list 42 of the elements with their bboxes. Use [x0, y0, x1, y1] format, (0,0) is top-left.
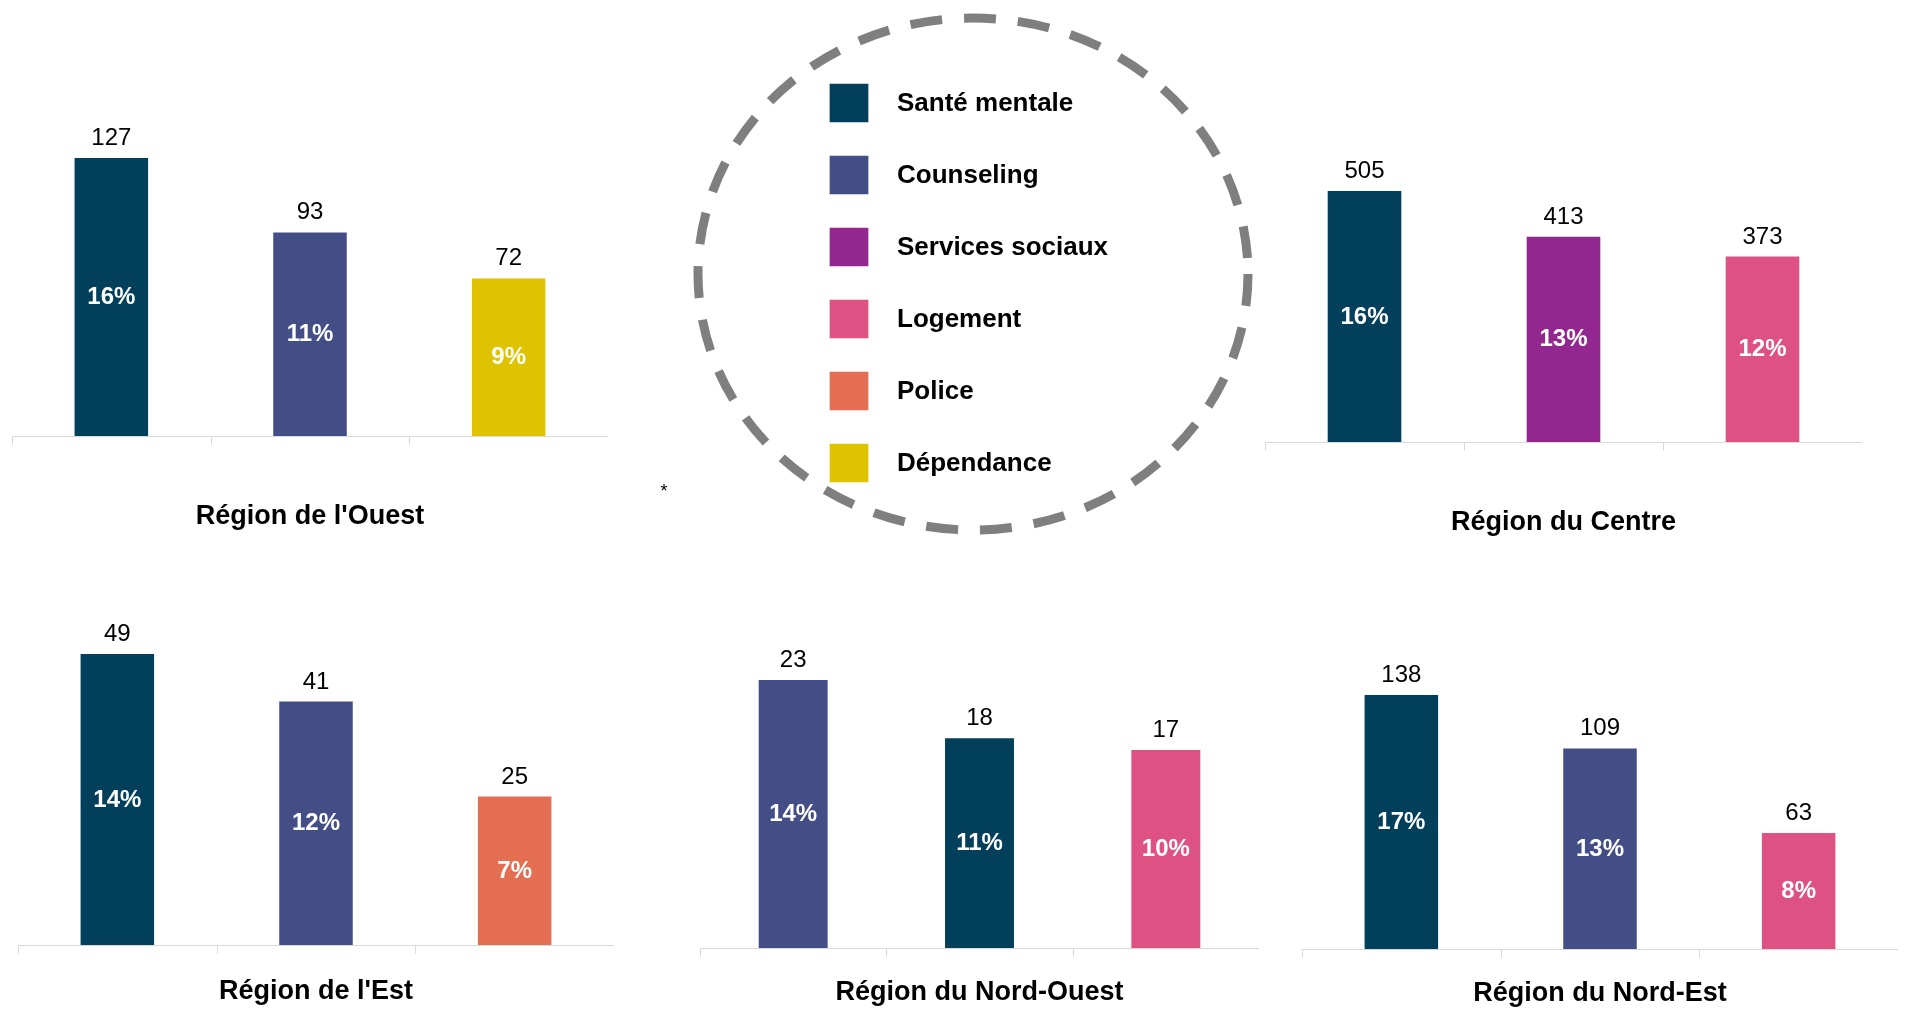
- data-label: 63: [1785, 798, 1813, 826]
- data-label: 49: [103, 619, 131, 646]
- data-label: 505: [1344, 156, 1385, 183]
- category-label: Police: [897, 375, 974, 405]
- data-label: 138: [1381, 660, 1422, 687]
- annotation: 8%: [1781, 876, 1817, 904]
- text: *: [660, 481, 668, 501]
- data-label: 373: [1742, 221, 1783, 249]
- category-label: Logement: [897, 303, 1022, 333]
- annotation: 13%: [1575, 833, 1625, 861]
- annotation: 16%: [1340, 301, 1389, 329]
- data-label: 127: [91, 123, 132, 150]
- annotation: 14%: [769, 799, 818, 826]
- category-label: Counseling: [897, 159, 1039, 189]
- data-label: 93: [296, 197, 324, 225]
- text: Région de l'Est: [219, 974, 413, 1005]
- data-label: 25: [501, 761, 529, 789]
- data-label: 413: [1543, 201, 1584, 229]
- annotation: 11%: [286, 319, 334, 347]
- annotation: 13%: [1539, 324, 1588, 352]
- annotation: 16%: [87, 282, 136, 309]
- data-label: 23: [779, 645, 807, 672]
- data-label: 17: [1152, 714, 1180, 742]
- annotation: 14%: [93, 784, 142, 812]
- annotation: 12%: [1738, 334, 1787, 362]
- category-label: Dépendance: [897, 447, 1052, 477]
- text: Région du Centre: [1450, 505, 1677, 536]
- annotation: 11%: [956, 828, 1003, 856]
- data-label: 109: [1579, 713, 1621, 741]
- data-label: 18: [966, 703, 993, 731]
- text: Région de l'Ouest: [195, 499, 425, 530]
- text: Région du Nord-Ouest: [835, 975, 1124, 1006]
- annotation: 12%: [291, 808, 341, 836]
- data-label: 41: [302, 666, 330, 694]
- category-label: Services sociaux: [897, 231, 1109, 261]
- annotation: 7%: [497, 855, 533, 883]
- text: Région du Nord-Est: [1473, 976, 1727, 1007]
- category-label: Santé mentale: [897, 87, 1074, 117]
- annotation: 9%: [491, 342, 527, 370]
- annotation: 17%: [1377, 807, 1426, 834]
- data-label: 72: [495, 243, 523, 271]
- annotation: 10%: [1141, 833, 1190, 861]
